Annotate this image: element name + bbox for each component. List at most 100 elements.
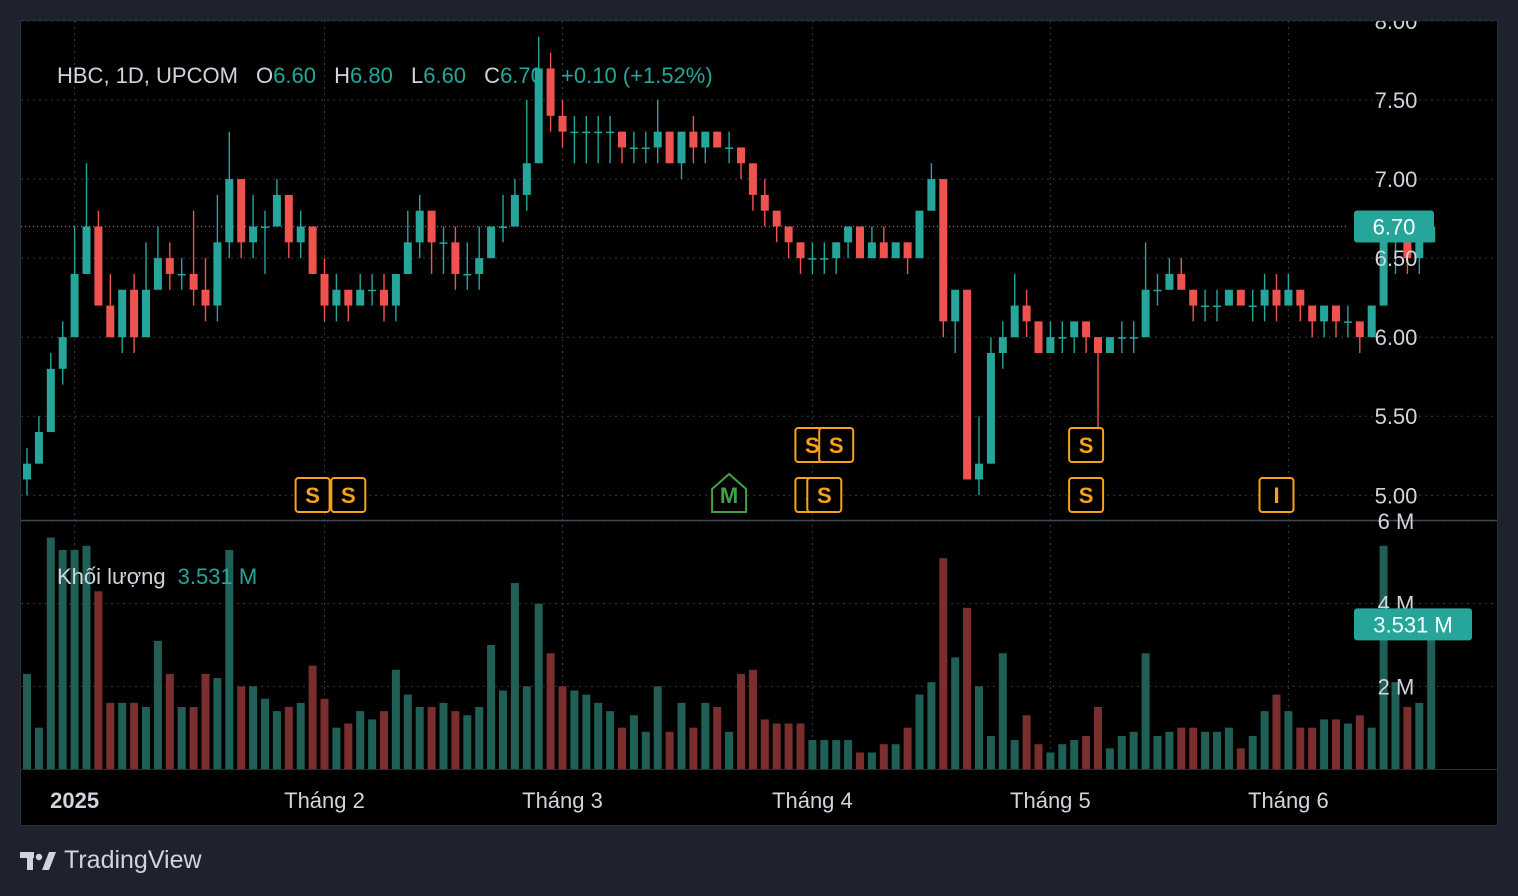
volume-bar	[427, 707, 436, 769]
low-label: L	[410, 63, 424, 88]
candle-body	[475, 258, 484, 274]
volume-bar	[582, 694, 591, 769]
volume-bar	[796, 723, 805, 769]
candle	[641, 131, 650, 164]
candle-body	[415, 210, 424, 243]
volume-bar	[1343, 723, 1352, 769]
candle-body	[1367, 305, 1376, 338]
candle	[308, 226, 317, 274]
event-box	[1068, 427, 1105, 463]
candle-body	[844, 226, 853, 243]
candle	[391, 273, 400, 322]
time-tick-label: 2025	[50, 788, 99, 813]
candle	[463, 242, 472, 290]
info-event-icon[interactable]: I	[1258, 477, 1295, 513]
candle	[903, 242, 912, 274]
volume-bar	[570, 690, 579, 769]
volume-tick-label: 2 M	[1378, 674, 1415, 699]
candle-body	[296, 226, 305, 243]
candle	[1201, 289, 1210, 322]
candle	[677, 131, 686, 180]
price-tick-label: 8.00	[1375, 21, 1418, 34]
candle	[1272, 273, 1281, 322]
candle	[1177, 258, 1186, 290]
candle	[725, 131, 734, 164]
candle	[1094, 337, 1102, 433]
candle	[82, 163, 91, 274]
dividend-event-icon[interactable]: S	[1068, 427, 1105, 463]
grid-lines	[21, 21, 1497, 769]
volume-bar	[391, 669, 400, 769]
candle-body	[701, 131, 710, 148]
dividend-event-icon[interactable]: S	[330, 477, 367, 513]
candle	[34, 416, 43, 464]
event-box	[294, 477, 331, 513]
volume-bar	[737, 673, 745, 769]
candle	[1224, 289, 1233, 306]
chart-frame[interactable]: SSMSSSSSSI5.005.506.006.507.007.508.002 …	[20, 20, 1498, 826]
candle	[939, 179, 948, 338]
candle-body	[1308, 305, 1317, 322]
candle-body	[201, 289, 210, 306]
event-label: S	[805, 433, 820, 458]
candle-body	[332, 289, 341, 306]
candle	[1343, 305, 1352, 338]
volume-bar	[142, 707, 150, 769]
candle	[796, 242, 805, 274]
candle	[510, 179, 519, 227]
volume-bar	[903, 727, 912, 769]
price-volume-chart[interactable]: SSMSSSSSSI5.005.506.006.507.007.508.002 …	[21, 21, 1498, 826]
marker-m-icon[interactable]: M	[711, 472, 748, 513]
candle-body	[534, 68, 543, 164]
volume-bar	[975, 686, 983, 769]
candle-body	[594, 131, 603, 134]
volume-bar	[463, 715, 472, 769]
volume-bar	[856, 752, 864, 769]
candle	[213, 194, 222, 322]
candle-body	[1034, 321, 1043, 353]
tradingview-logo[interactable]: TradingView	[20, 846, 202, 875]
candle-body	[427, 210, 436, 243]
time-tick-label: Tháng 4	[772, 788, 853, 813]
candle	[1010, 273, 1019, 338]
candle-body	[1272, 289, 1281, 306]
candle	[689, 115, 698, 164]
volume-bar	[296, 702, 305, 769]
dividend-event-icon[interactable]: S	[818, 427, 855, 463]
volume-bar	[1189, 727, 1198, 769]
candle-body	[510, 194, 519, 227]
candle-body	[1010, 305, 1019, 338]
candle	[915, 210, 924, 259]
volume-bar	[1391, 682, 1400, 769]
candle	[475, 226, 484, 290]
candle	[46, 353, 55, 433]
volume-bar	[165, 673, 174, 769]
time-tick-label: Tháng 5	[1010, 788, 1091, 813]
volume-bar	[677, 702, 686, 769]
volume-bar	[332, 727, 341, 769]
candle-body	[879, 242, 888, 259]
candle	[153, 226, 162, 290]
volume-bar	[118, 702, 127, 769]
volume-bar	[891, 744, 900, 769]
candle	[1141, 242, 1150, 338]
volume-bar	[1379, 545, 1388, 769]
candle	[582, 115, 591, 164]
close-value: 6.70	[500, 63, 543, 88]
candle-body	[261, 226, 269, 229]
volume-bar	[1117, 735, 1126, 769]
candle-body	[70, 273, 79, 338]
dividend-event-icon[interactable]: S	[1068, 477, 1105, 513]
event-box	[818, 427, 855, 463]
volume-bar	[1236, 748, 1245, 769]
candle	[58, 321, 67, 385]
dividend-event-icon[interactable]: S	[294, 477, 331, 513]
time-tick-label: Tháng 2	[284, 788, 365, 813]
candle-body	[142, 289, 150, 338]
dividend-event-icon[interactable]: S	[806, 477, 843, 513]
volume-bar	[1094, 707, 1102, 769]
volume-bar	[1296, 727, 1305, 769]
candle-body	[1260, 289, 1269, 306]
candle	[332, 273, 341, 322]
candle-body	[213, 242, 222, 306]
